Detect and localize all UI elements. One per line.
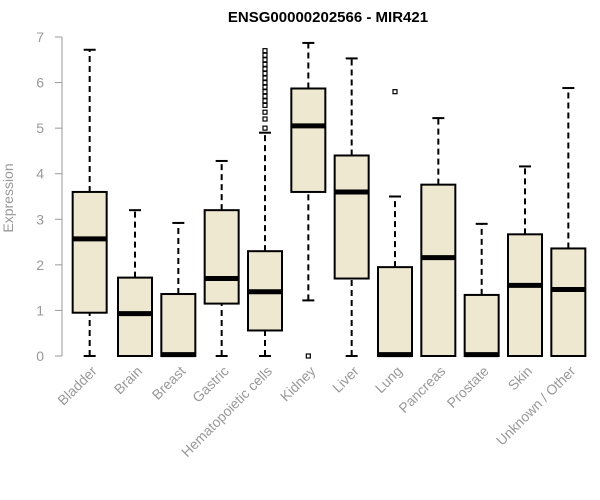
x-tick-label: Unknown / Other xyxy=(493,363,579,449)
box-0 xyxy=(71,48,108,357)
iqr-box xyxy=(420,183,457,357)
x-tick-label: Skin xyxy=(505,363,536,394)
y-tick-label: 4 xyxy=(36,166,44,182)
box-4 xyxy=(247,48,283,357)
iqr-box xyxy=(203,209,240,305)
box-8 xyxy=(420,117,457,357)
outlier-point xyxy=(262,116,268,122)
chart-title: ENSG00000202566 - MIR421 xyxy=(228,9,428,26)
box-1 xyxy=(117,209,153,358)
x-tick-label: Gastric xyxy=(189,363,232,406)
iqr-box xyxy=(160,293,197,357)
outlier-point xyxy=(262,48,268,54)
iqr-box xyxy=(290,87,327,193)
x-tick-label: Brain xyxy=(111,363,145,397)
box-11 xyxy=(550,87,587,357)
x-tick-label: Bladder xyxy=(54,363,100,409)
y-tick-label: 3 xyxy=(36,211,44,227)
outlier-point xyxy=(262,70,268,77)
outlier-point xyxy=(262,79,268,86)
y-tick-label: 2 xyxy=(36,257,44,273)
box-2 xyxy=(160,221,197,358)
x-tick-label: Lung xyxy=(372,363,405,396)
outlier-point xyxy=(262,66,268,72)
y-axis: 0 1 2 3 4 5 6 7 xyxy=(36,29,63,364)
outlier-point xyxy=(262,125,268,131)
box-10 xyxy=(507,165,543,357)
outlier-point xyxy=(262,98,268,104)
box-9 xyxy=(463,222,500,358)
y-axis-label: Expression xyxy=(0,163,16,232)
outlier-point xyxy=(262,102,268,108)
box-7 xyxy=(377,89,413,358)
outlier-point xyxy=(262,52,268,58)
outlier-point xyxy=(305,353,311,359)
x-tick-label: Breast xyxy=(149,363,189,403)
outlier-point xyxy=(262,57,268,63)
x-tick-label: Kidney xyxy=(277,363,319,405)
y-tick-label: 1 xyxy=(36,302,44,318)
outlier-point xyxy=(392,89,398,95)
x-tick-label: Prostate xyxy=(444,363,492,411)
iqr-box xyxy=(377,266,413,357)
y-tick-label: 7 xyxy=(36,29,44,45)
box-5 xyxy=(290,41,327,359)
iqr-box xyxy=(117,276,153,358)
x-tick-label: Liver xyxy=(329,363,362,396)
y-tick-label: 5 xyxy=(36,120,44,136)
outlier-point xyxy=(262,84,268,90)
iqr-box xyxy=(507,233,543,357)
iqr-box xyxy=(463,293,500,358)
outlier-point xyxy=(262,61,268,67)
y-tick-label: 6 xyxy=(36,75,44,91)
iqr-box xyxy=(550,247,587,357)
box-3 xyxy=(203,159,240,357)
x-tick-label: Pancreas xyxy=(395,363,448,416)
outlier-point xyxy=(262,109,268,115)
iqr-box xyxy=(71,190,108,314)
boxes-group xyxy=(71,41,587,359)
outlier-point xyxy=(262,93,268,99)
box-6 xyxy=(333,57,370,357)
y-tick-label: 0 xyxy=(36,348,44,364)
iqr-box xyxy=(333,154,370,280)
outlier-point xyxy=(262,75,268,81)
outlier-point xyxy=(262,89,268,95)
